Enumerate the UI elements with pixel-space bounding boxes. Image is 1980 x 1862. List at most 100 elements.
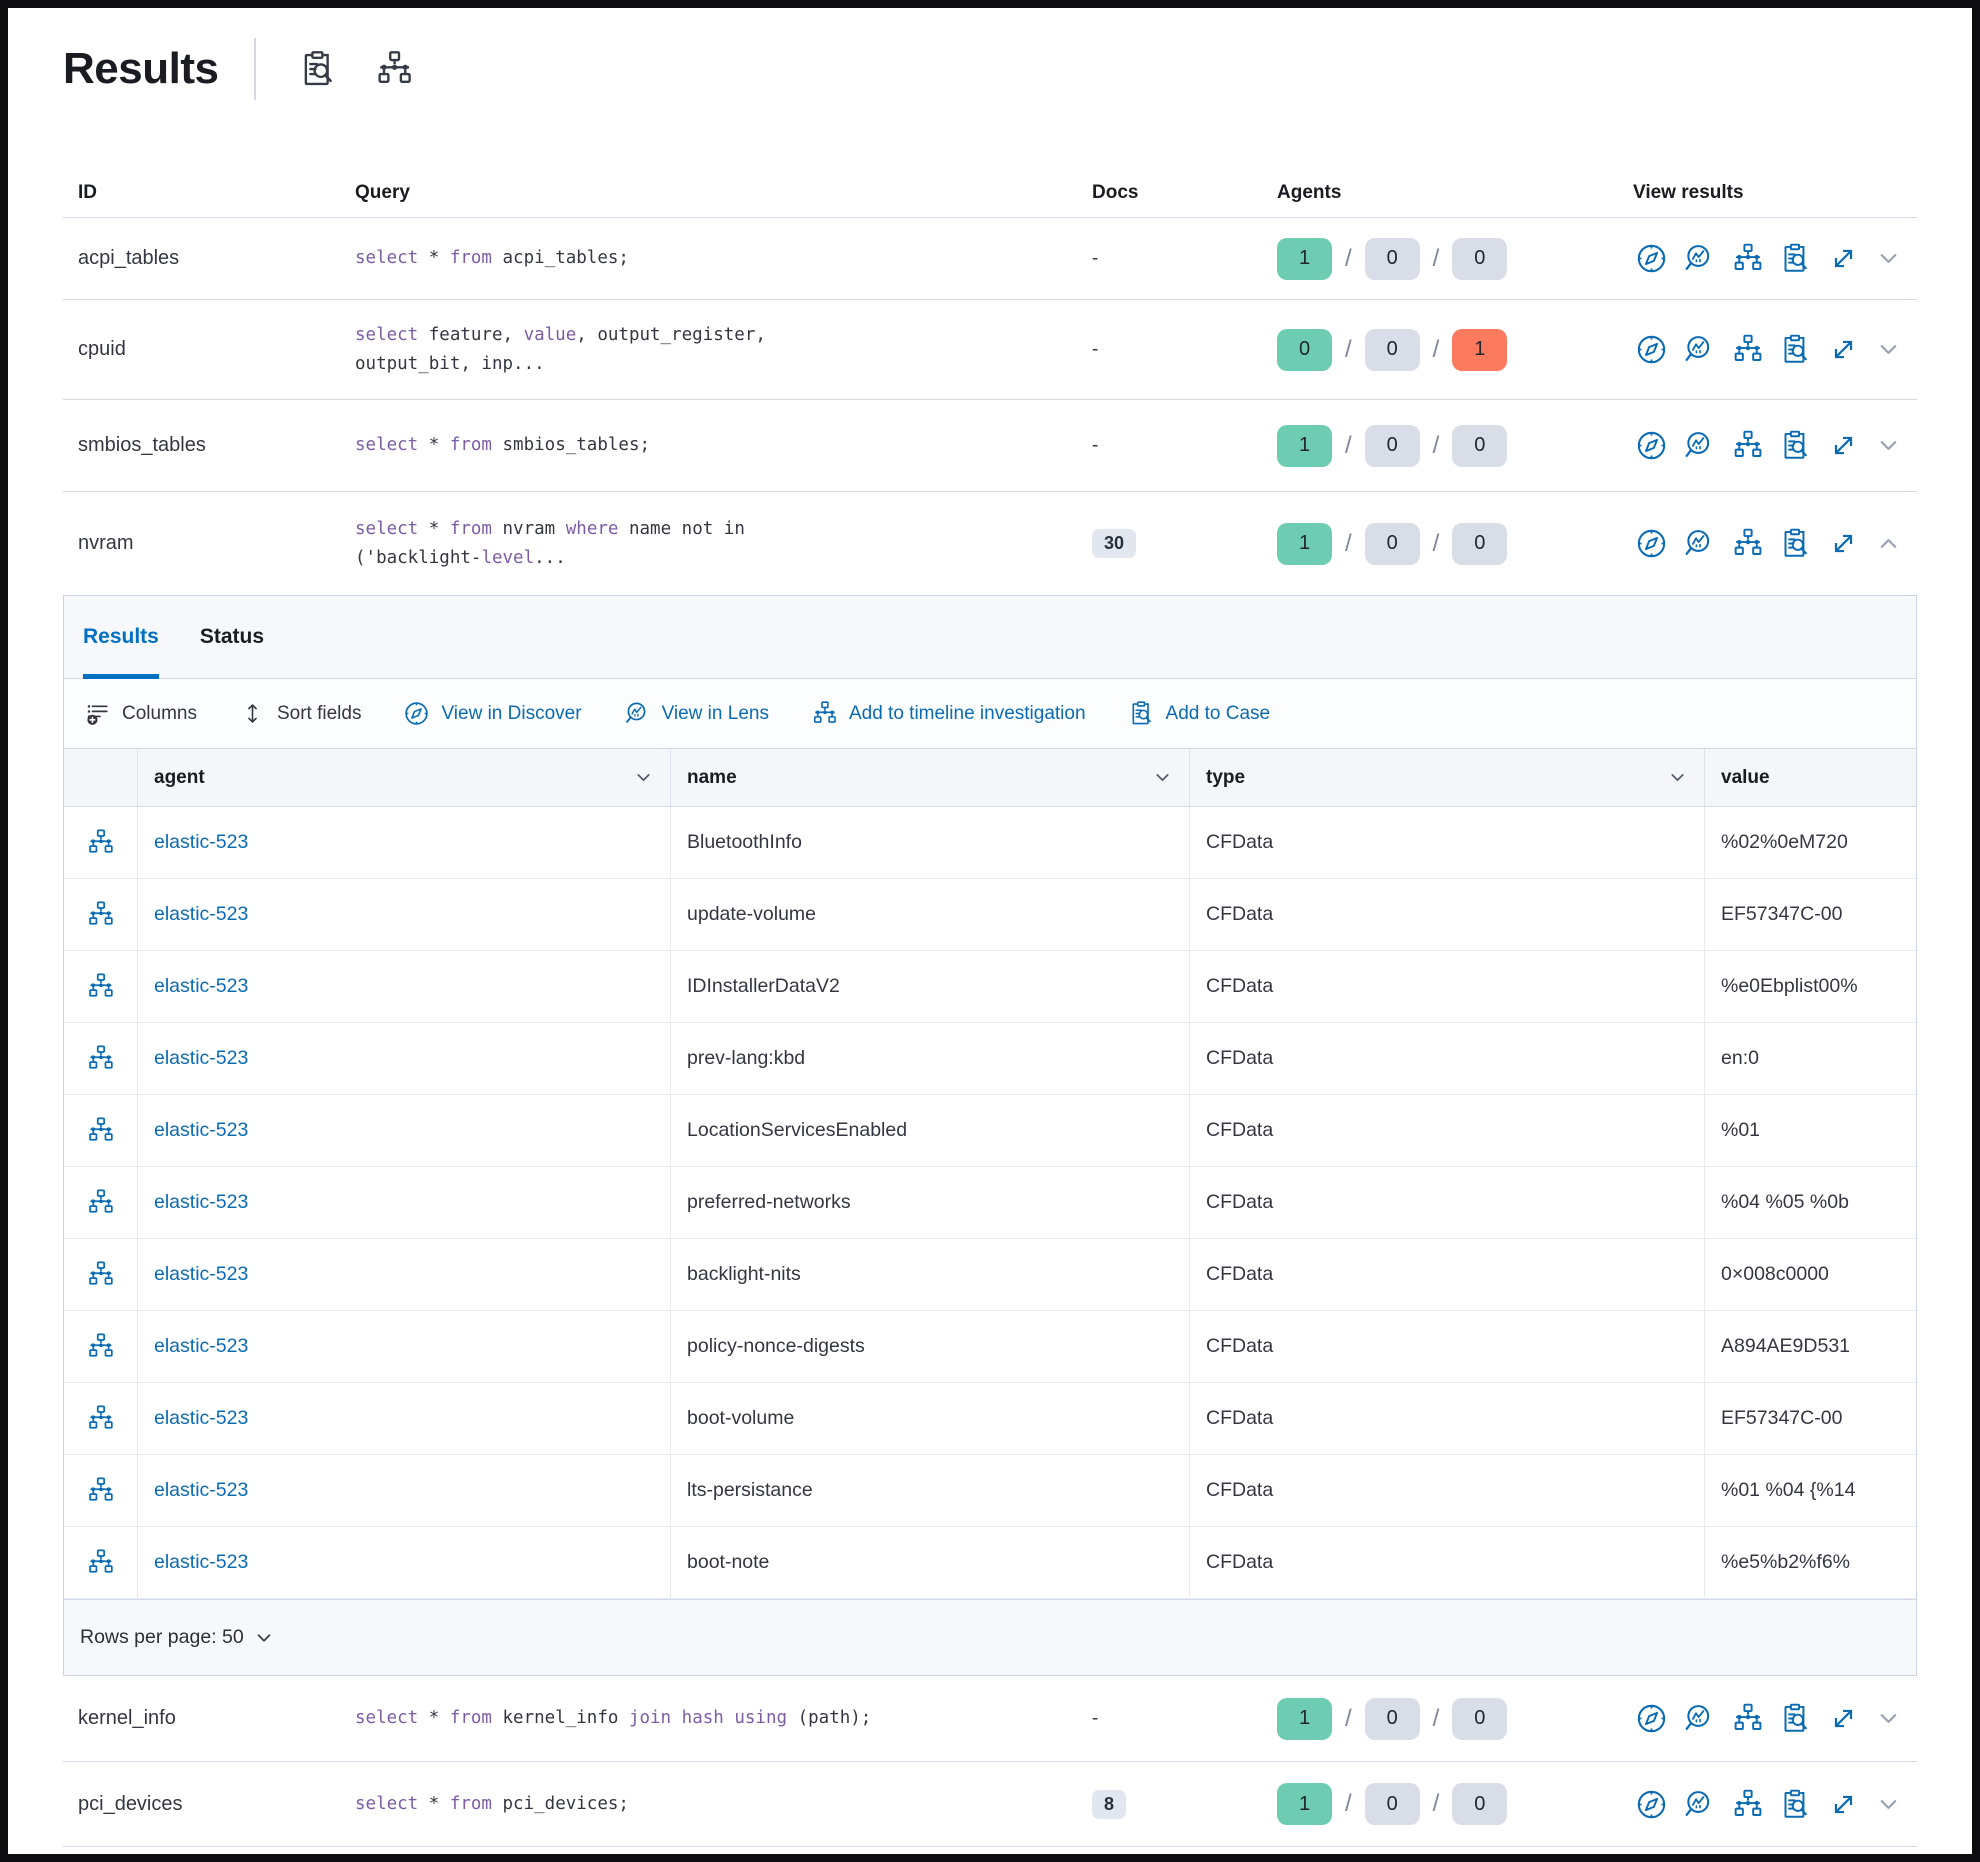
add-to-case-icon[interactable] [1779, 527, 1812, 560]
add-to-timeline-icon[interactable] [1731, 333, 1764, 366]
open-timeline-cell[interactable] [64, 807, 137, 878]
view-in-discover-icon[interactable] [1635, 527, 1668, 560]
expand-icon[interactable] [1827, 1702, 1860, 1735]
view-in-discover-icon[interactable] [1635, 1702, 1668, 1735]
expand-icon[interactable] [1827, 429, 1860, 462]
tab-results[interactable]: Results [83, 596, 159, 679]
open-timeline-cell[interactable] [64, 1311, 137, 1382]
add-to-timeline-icon[interactable] [1731, 1702, 1764, 1735]
row-expand-chevron[interactable] [1875, 432, 1902, 459]
open-timeline-cell[interactable] [64, 1167, 137, 1238]
agent-link[interactable]: elastic-523 [154, 1551, 249, 1573]
agent-link[interactable]: elastic-523 [154, 1335, 249, 1357]
expand-icon[interactable] [1827, 242, 1860, 275]
type-cell: CFData [1189, 1383, 1704, 1454]
open-timeline-cell[interactable] [64, 1023, 137, 1094]
agent-link[interactable]: elastic-523 [154, 903, 249, 925]
value-column-header[interactable]: value [1704, 749, 1916, 806]
name-cell: IDInstallerDataV2 [670, 951, 1189, 1022]
open-timeline-cell[interactable] [64, 879, 137, 950]
data-grid-row: elastic-523 update-volume CFData EF57347C-0… [64, 879, 1916, 951]
add-to-case-icon[interactable] [1779, 1702, 1812, 1735]
expand-icon[interactable] [1827, 1788, 1860, 1821]
view-in-lens-icon[interactable] [1683, 429, 1716, 462]
open-timeline-cell[interactable] [64, 1239, 137, 1310]
expand-icon[interactable] [1827, 333, 1860, 366]
agent-link[interactable]: elastic-523 [154, 1119, 249, 1141]
view-in-lens-icon[interactable] [1683, 1702, 1716, 1735]
live-query-details-icon[interactable] [298, 49, 338, 89]
columns-button[interactable]: Columns [84, 700, 197, 727]
open-timeline-cell[interactable] [64, 1383, 137, 1454]
name-cell: backlight-nits [670, 1239, 1189, 1310]
chevron-down-icon [253, 1627, 275, 1649]
add-to-timeline-icon[interactable] [1731, 1788, 1764, 1821]
chevron-down-icon[interactable] [1667, 767, 1688, 788]
add-to-case-icon[interactable] [1779, 333, 1812, 366]
row-collapse-chevron[interactable] [1875, 530, 1902, 557]
type-cell: CFData [1189, 879, 1704, 950]
pack-icon[interactable] [374, 49, 414, 89]
timeline-icon [86, 1548, 115, 1577]
view-in-discover-icon[interactable] [1635, 429, 1668, 462]
open-timeline-cell[interactable] [64, 1095, 137, 1166]
view-in-discover-icon[interactable] [1635, 333, 1668, 366]
sort-fields-button[interactable]: Sort fields [239, 700, 361, 727]
type-cell: CFData [1189, 1527, 1704, 1598]
chevron-down-icon[interactable] [1152, 767, 1173, 788]
row-expand-chevron[interactable] [1875, 1705, 1902, 1732]
agent-link[interactable]: elastic-523 [154, 1407, 249, 1429]
open-timeline-cell[interactable] [64, 1527, 137, 1598]
view-in-discover-link[interactable]: View in Discover [403, 700, 582, 727]
add-to-case-icon[interactable] [1779, 1788, 1812, 1821]
type-column-header[interactable]: type [1189, 749, 1704, 806]
open-timeline-cell[interactable] [64, 951, 137, 1022]
chevron-down-icon[interactable] [633, 767, 654, 788]
expand-icon[interactable] [1827, 527, 1860, 560]
agent-column-header[interactable]: agent [137, 749, 670, 806]
agent-link[interactable]: elastic-523 [154, 975, 249, 997]
view-in-lens-icon[interactable] [1683, 242, 1716, 275]
value-cell: en:0 [1704, 1023, 1916, 1094]
rows-per-page-button[interactable]: Rows per page: 50 [80, 1626, 275, 1649]
add-to-timeline-icon[interactable] [1731, 242, 1764, 275]
row-expand-chevron[interactable] [1875, 336, 1902, 363]
agent-link[interactable]: elastic-523 [154, 1479, 249, 1501]
query-sql: select * from pci_devices; [355, 1793, 629, 1814]
title-divider [254, 38, 257, 100]
tab-status[interactable]: Status [199, 625, 265, 648]
agent-link[interactable]: elastic-523 [154, 1191, 249, 1213]
agent-link[interactable]: elastic-523 [154, 831, 249, 853]
view-in-discover-icon[interactable] [1635, 242, 1668, 275]
open-timeline-cell[interactable] [64, 1455, 137, 1526]
add-to-timeline-link[interactable]: Add to timeline investigation [811, 700, 1086, 727]
osquery-results-app: Results ID Query Docs Agents View result… [8, 8, 1972, 1854]
add-to-timeline-icon[interactable] [1731, 429, 1764, 462]
row-expand-chevron[interactable] [1875, 245, 1902, 272]
value-cell: A894AE9D531 [1704, 1311, 1916, 1382]
timeline-icon [86, 1260, 115, 1289]
view-in-lens-icon[interactable] [1683, 527, 1716, 560]
add-to-case-icon[interactable] [1779, 242, 1812, 275]
query-id: cpuid [78, 338, 126, 360]
add-to-case-icon[interactable] [1779, 429, 1812, 462]
view-in-lens-icon[interactable] [1683, 1788, 1716, 1821]
col-view-results: View results [1633, 181, 1744, 203]
agents-pending-badge: 0 [1364, 237, 1420, 280]
view-in-discover-icon[interactable] [1635, 1788, 1668, 1821]
view-in-lens-icon[interactable] [1683, 333, 1716, 366]
add-to-timeline-icon[interactable] [1731, 527, 1764, 560]
agents-status: 1/ 0/ 0 [1277, 1783, 1633, 1825]
agents-failed-badge: 0 [1452, 237, 1508, 280]
add-to-case-link[interactable]: Add to Case [1128, 700, 1270, 727]
agent-link[interactable]: elastic-523 [154, 1047, 249, 1069]
value-cell: 0×008c0000 [1704, 1239, 1916, 1310]
name-column-header[interactable]: name [670, 749, 1189, 806]
timeline-icon [811, 700, 838, 727]
col-agents: Agents [1277, 181, 1342, 203]
row-expand-chevron[interactable] [1875, 1791, 1902, 1818]
view-in-lens-link[interactable]: View in Lens [624, 700, 769, 727]
query-sql: select * from kernel_info join hash usin… [355, 1708, 872, 1728]
agents-pending-badge: 0 [1364, 522, 1420, 565]
agent-link[interactable]: elastic-523 [154, 1263, 249, 1285]
